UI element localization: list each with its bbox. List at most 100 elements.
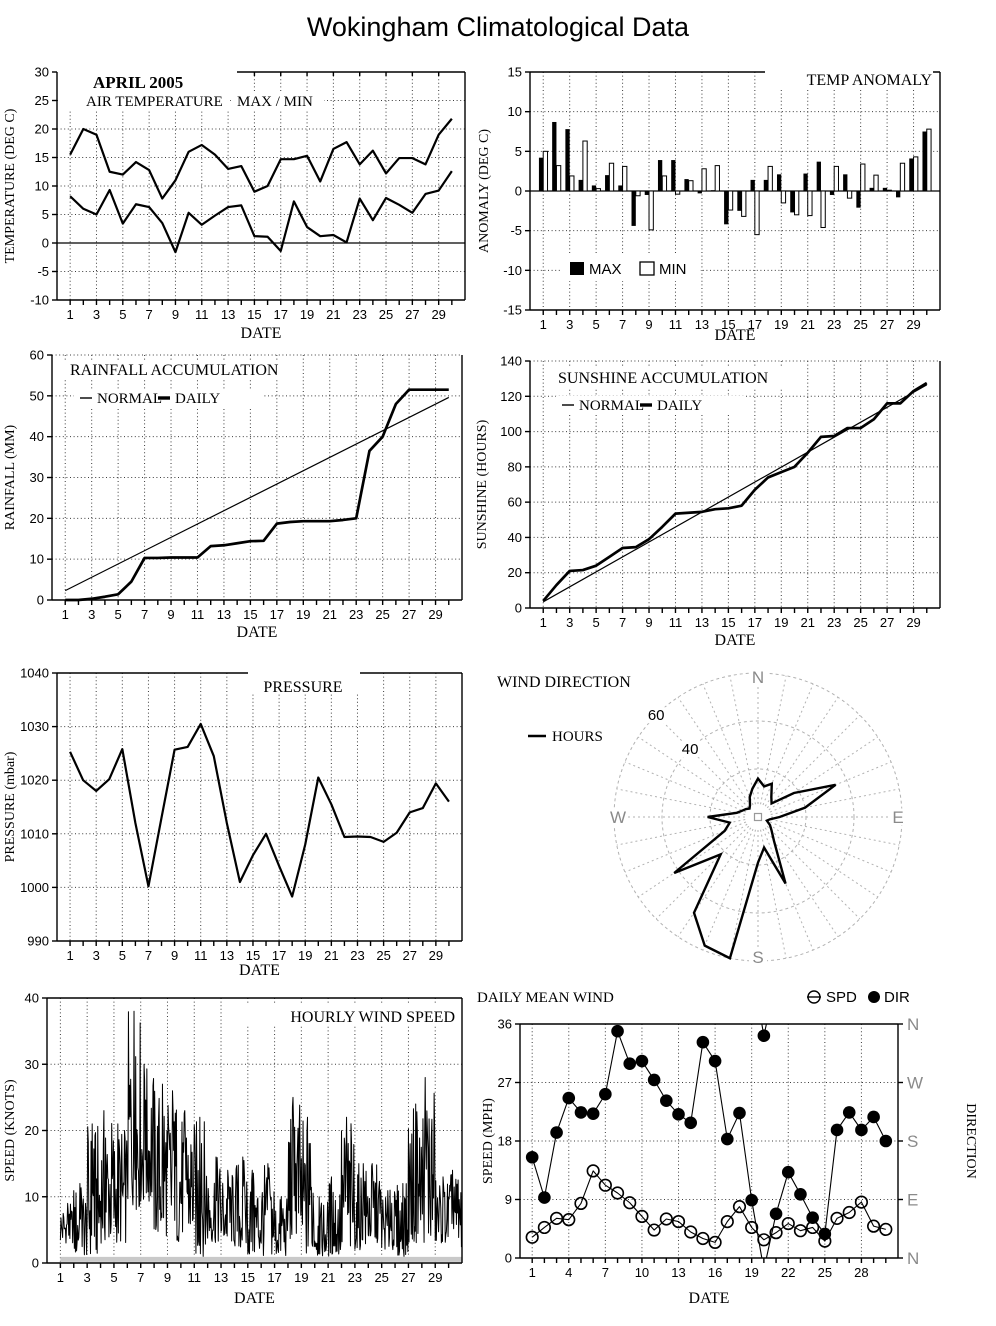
max-bar <box>724 191 729 225</box>
spd-marker <box>720 1215 734 1229</box>
spd-marker <box>586 1164 600 1178</box>
svg-text:0: 0 <box>515 601 522 616</box>
max-bar <box>671 160 676 191</box>
svg-text:5: 5 <box>115 607 122 622</box>
x-axis-label: DATE <box>241 325 282 342</box>
svg-text:27: 27 <box>401 1270 415 1285</box>
spd-marker <box>671 1215 686 1229</box>
svg-text:19: 19 <box>300 307 314 322</box>
svg-text:30: 30 <box>25 1057 39 1072</box>
series-max-min <box>69 118 453 254</box>
svg-text:3: 3 <box>93 307 100 322</box>
svg-text:27: 27 <box>880 615 894 630</box>
axes-frame: 0 9 18 27 36 1 4 7 10 13 16 19 22 25 28 SPEED (MPH) DATE <box>481 1017 899 1307</box>
min-bar <box>820 190 826 228</box>
chart-title: APRIL 2005 <box>93 73 183 92</box>
svg-text:13: 13 <box>214 1270 228 1285</box>
svg-text:1: 1 <box>540 615 547 630</box>
spd-marker <box>732 1200 747 1214</box>
min-bar <box>767 165 773 192</box>
x-axis-label: DATE <box>234 1290 275 1307</box>
svg-text:9: 9 <box>645 317 652 332</box>
svg-text:15: 15 <box>246 948 260 963</box>
svg-text:-5: -5 <box>37 264 49 279</box>
spd-marker <box>842 1205 856 1220</box>
svg-text:10: 10 <box>508 104 522 119</box>
spd-marker <box>574 1196 588 1210</box>
min-bar <box>780 190 787 204</box>
max-legend-swatch <box>570 262 584 275</box>
min-bar <box>913 156 919 192</box>
max-bar <box>803 173 808 191</box>
x-axis-label: DATE <box>237 624 278 641</box>
dir-marker <box>599 1087 612 1101</box>
max-legend-label: MAX <box>589 261 622 278</box>
y-axis-label: RAINFALL (MM) <box>3 424 18 530</box>
ring-label-60: 60 <box>648 707 665 724</box>
svg-text:21: 21 <box>321 1270 335 1285</box>
svg-text:10: 10 <box>30 552 44 567</box>
chart-annotations: DAILY MEAN WIND SPD DIR <box>477 989 910 1006</box>
max-bar <box>591 185 597 191</box>
daily-mean-wind-chart: 0 9 18 27 36 1 4 7 10 13 16 19 22 25 28 SPEED (MPH) DATE… <box>477 989 978 1307</box>
ring-label-40: 40 <box>682 741 699 758</box>
polar-origin-marker <box>753 812 763 822</box>
svg-text:10: 10 <box>25 1189 39 1204</box>
min-bar <box>701 168 707 192</box>
svg-text:990: 990 <box>27 934 49 949</box>
svg-text:7: 7 <box>602 1265 609 1280</box>
svg-text:9: 9 <box>645 615 652 630</box>
max-bar <box>843 174 848 191</box>
chart-title: SUNSHINE ACCUMULATION <box>558 370 769 387</box>
svg-text:0: 0 <box>515 184 522 199</box>
svg-text:10: 10 <box>35 179 49 194</box>
spd-marker <box>623 1196 637 1210</box>
min-bar <box>582 140 588 192</box>
svg-text:1000: 1000 <box>20 880 49 895</box>
svg-text:1: 1 <box>66 948 73 963</box>
dir-marker <box>574 1106 588 1119</box>
max-bar <box>684 179 689 191</box>
svg-text:15: 15 <box>721 317 735 332</box>
calm-band <box>60 1256 462 1262</box>
svg-text:27: 27 <box>405 307 419 322</box>
svg-text:1: 1 <box>57 1270 64 1285</box>
spd-series <box>525 1164 893 1249</box>
svg-text:27: 27 <box>402 607 416 622</box>
y-axis-label: SPEED (MPH) <box>481 1098 496 1184</box>
page-title: Wokingham Climatological Data <box>306 12 690 42</box>
svg-text:23: 23 <box>348 1270 362 1285</box>
max-bar <box>869 187 874 191</box>
compass-label: W <box>610 808 626 827</box>
svg-text:20: 20 <box>30 511 44 526</box>
x-axis-label: DATE <box>689 1290 730 1307</box>
direction-tick-label: E <box>907 1191 918 1210</box>
svg-text:-15: -15 <box>503 303 522 318</box>
svg-text:9: 9 <box>505 1192 512 1207</box>
min-bar <box>595 188 601 192</box>
spd-marker <box>684 1225 698 1239</box>
right-axis-label: DIRECTION <box>963 1103 978 1178</box>
svg-text:13: 13 <box>695 317 709 332</box>
svg-text:100: 100 <box>500 424 522 439</box>
svg-text:11: 11 <box>191 607 205 622</box>
dir-markers <box>525 1024 893 1241</box>
spd-marker <box>635 1209 649 1223</box>
hourly-speed-series <box>59 1010 462 1257</box>
series-normal <box>64 396 450 592</box>
min-bar <box>648 190 654 231</box>
max-bar <box>909 158 914 191</box>
dir-marker <box>769 1207 783 1221</box>
spd-marker <box>525 1230 539 1244</box>
svg-text:15: 15 <box>721 615 735 630</box>
svg-text:10: 10 <box>635 1265 649 1280</box>
dir-legend-label: DIR <box>884 989 910 1006</box>
grid <box>57 673 462 941</box>
svg-text:20: 20 <box>25 1123 39 1138</box>
min-bar <box>873 174 879 192</box>
